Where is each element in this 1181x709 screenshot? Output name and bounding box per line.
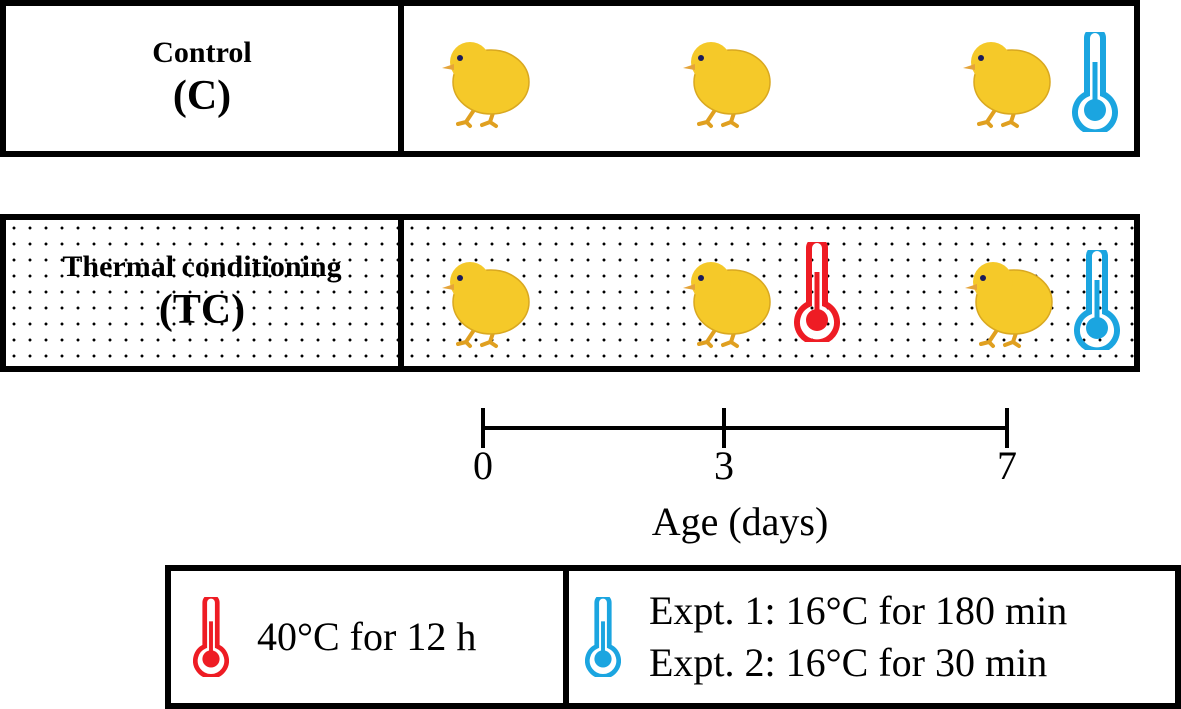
blue-thermometer-icon — [585, 597, 621, 677]
tick-label: 3 — [714, 443, 734, 488]
legend: 40°C for 12 h Expt. 1: 16°C for 180 min … — [165, 565, 1181, 709]
tc-group-label: Thermal conditioning (TC) — [6, 220, 404, 366]
legend-cold: Expt. 1: 16°C for 180 min Expt. 2: 16°C … — [569, 571, 1067, 703]
control-group-label: Control (C) — [6, 6, 404, 151]
legend-heat-text: 40°C for 12 h — [257, 614, 477, 659]
legend-cold-line: Expt. 2: 16°C for 30 min — [649, 640, 1048, 685]
axis-title: Age (days) — [651, 499, 829, 544]
tc-group-row: Thermal conditioning (TC) — [0, 214, 1140, 372]
tc-timeline-stage — [404, 220, 1134, 366]
legend-heat: 40°C for 12 h — [171, 571, 569, 703]
group-name: Control — [152, 35, 252, 69]
tick-label: 7 — [997, 443, 1017, 488]
red-thermometer-icon — [193, 597, 229, 677]
age-timeline-axis — [481, 408, 1009, 448]
group-abbr: (C) — [172, 72, 232, 119]
legend-cold-line: Expt. 1: 16°C for 180 min — [649, 588, 1068, 633]
tick-label: 0 — [473, 443, 493, 488]
group-name: Thermal conditioning — [62, 250, 342, 283]
control-group-row: Control (C) — [0, 0, 1140, 157]
group-abbr: (TC) — [158, 287, 246, 333]
